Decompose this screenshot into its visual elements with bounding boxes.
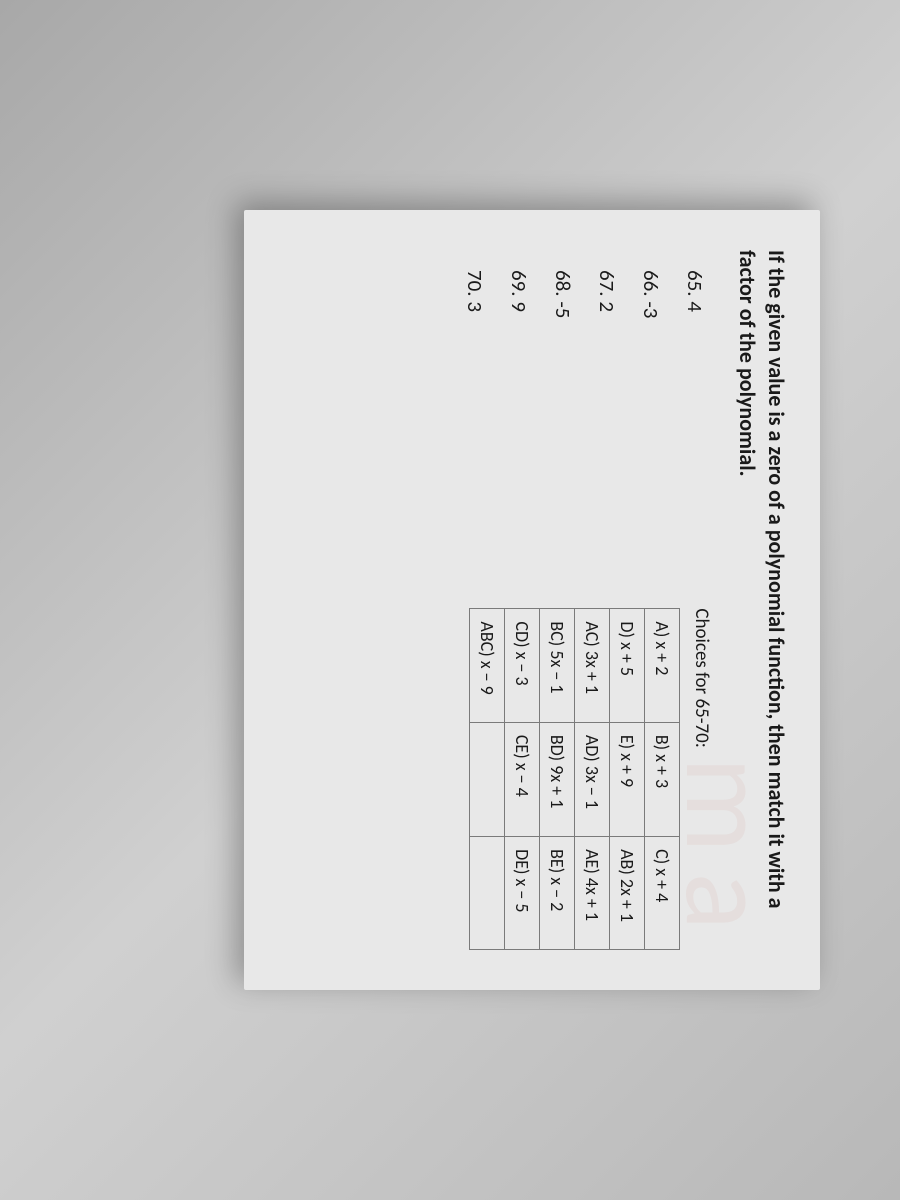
choice-cell: A) x + 2 [644,609,679,722]
question-value: 9 [506,301,532,312]
question-number: 67. [594,270,620,297]
question-value: 4 [682,301,708,312]
question-67: 67. 2 [594,270,620,318]
table-row: CD) x − 3 CE) x − 4 DE) x − 5 [504,609,539,950]
choice-cell: BD) 9x + 1 [539,722,574,836]
question-value: -5 [550,301,576,318]
choice-cell: E) x + 9 [609,722,644,836]
content-row: 65. 4 66. -3 67. 2 68. -5 69. 9 [444,250,713,950]
choice-cell: B) x + 3 [644,722,679,836]
question-65: 65. 4 [682,270,708,318]
choice-cell-empty [469,837,504,950]
table-row: D) x + 5 E) x + 9 AB) 2x + 1 [609,609,644,950]
question-68: 68. -5 [550,270,576,318]
instruction-text: If the given value is a zero of a polyno… [733,250,790,950]
choice-cell: BC) 5x − 1 [539,609,574,722]
question-number: 69. [506,270,532,297]
choice-cell: BE) x − 2 [539,837,574,950]
question-value: 3 [462,301,488,312]
table-row: A) x + 2 B) x + 3 C) x + 4 [644,609,679,950]
question-69: 69. 9 [506,270,532,318]
choice-cell: D) x + 5 [609,609,644,722]
choice-cell: DE) x − 5 [504,837,539,950]
choices-table: A) x + 2 B) x + 3 C) x + 4 D) x + 5 E) x… [469,608,680,950]
table-row: BC) 5x − 1 BD) 9x + 1 BE) x − 2 [539,609,574,950]
question-value: 2 [594,301,620,312]
choices-header: Choices for 65-70: [690,608,713,950]
choice-cell: AB) 2x + 1 [609,837,644,950]
question-number: 66. [638,270,664,297]
table-row: ABC) x − 9 [469,609,504,950]
worksheet-page: ma If the given value is a zero of a pol… [244,210,820,990]
question-number: 70. [462,270,488,297]
question-number: 68. [550,270,576,297]
choice-cell: CD) x − 3 [504,609,539,722]
question-66: 66. -3 [638,270,664,318]
questions-list: 65. 4 66. -3 67. 2 68. -5 69. 9 [444,250,713,318]
choices-section: Choices for 65-70: A) x + 2 B) x + 3 C) … [444,368,713,950]
choice-cell-empty [469,722,504,836]
question-70: 70. 3 [462,270,488,318]
choice-cell: ABC) x − 9 [469,609,504,722]
choice-cell: C) x + 4 [644,837,679,950]
choice-cell: AE) 4x + 1 [574,837,609,950]
choice-cell: AD) 3x − 1 [574,722,609,836]
question-value: -3 [638,301,664,318]
rotated-page-wrapper: ma If the given value is a zero of a pol… [0,150,900,1050]
table-row: AC) 3x + 1 AD) 3x − 1 AE) 4x + 1 [574,609,609,950]
choice-cell: CE) x − 4 [504,722,539,836]
question-number: 65. [682,270,708,297]
choice-cell: AC) 3x + 1 [574,609,609,722]
